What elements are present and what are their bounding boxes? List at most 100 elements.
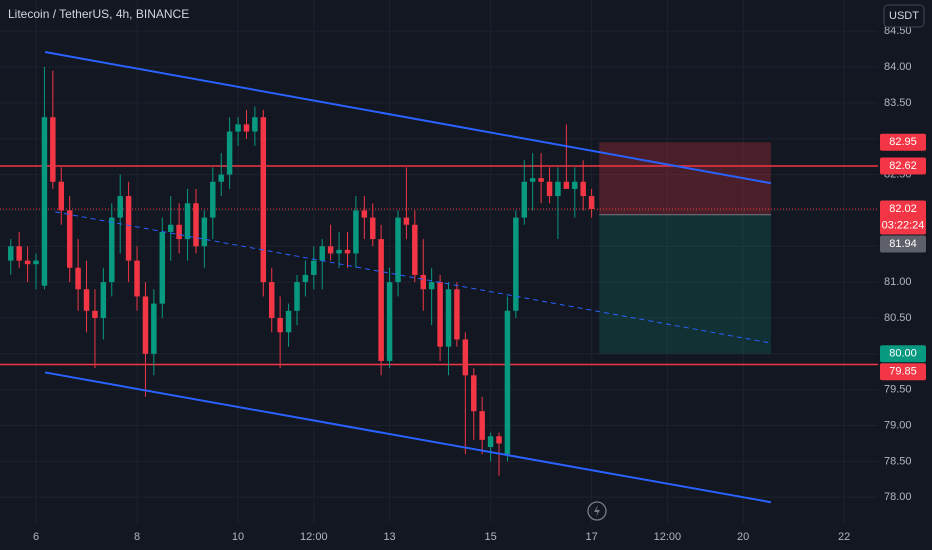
target-zone xyxy=(599,214,771,354)
y-tick-label: 79.00 xyxy=(884,419,912,431)
candle-body xyxy=(395,217,401,283)
candle-body xyxy=(437,282,443,347)
candle-body xyxy=(159,231,166,304)
y-tick-label: 84.00 xyxy=(884,61,912,73)
candle-body xyxy=(420,274,427,290)
replay-icon-bolt xyxy=(594,505,600,517)
candle-body xyxy=(176,224,182,240)
candle-body xyxy=(588,196,595,209)
candle-body xyxy=(201,217,208,247)
candle-body xyxy=(487,436,494,448)
candle-body xyxy=(471,375,477,412)
candle-body xyxy=(83,289,90,311)
x-tick-label: 10 xyxy=(232,531,244,543)
candle-body xyxy=(311,260,317,275)
candle-body xyxy=(462,339,469,376)
candle-body xyxy=(386,282,393,361)
trend-line xyxy=(55,211,772,344)
candle-body xyxy=(260,117,267,283)
candle-body xyxy=(268,282,275,318)
currency-button[interactable] xyxy=(883,4,925,28)
candle-body xyxy=(370,217,376,240)
candle-body xyxy=(33,260,39,265)
candle-body xyxy=(336,249,342,254)
candle-body xyxy=(41,117,48,286)
chart-title: Litecoin / TetherUS, 4h, BINANCE xyxy=(8,7,189,21)
replay-icon[interactable] xyxy=(587,501,607,521)
candle-body xyxy=(243,124,250,132)
candle-body xyxy=(513,217,519,311)
price-tag-label: 81.94 xyxy=(889,238,917,250)
candle-body xyxy=(210,181,216,218)
candle-body xyxy=(327,246,334,254)
candle-body xyxy=(302,274,309,283)
candle-body xyxy=(142,296,149,354)
candle-body xyxy=(504,310,511,455)
price-tag-label: 80.00 xyxy=(889,348,917,360)
candle-body xyxy=(24,260,31,265)
candle-body xyxy=(252,117,258,132)
x-tick-label: 15 xyxy=(484,531,496,543)
candle-body xyxy=(403,217,410,225)
x-tick-label: 22 xyxy=(838,531,850,543)
price-tag-label: 82.95 xyxy=(889,136,917,148)
price-tag xyxy=(880,157,926,175)
y-tick-label: 83.50 xyxy=(884,97,912,109)
price-tag xyxy=(880,200,926,235)
candle-body xyxy=(412,224,418,275)
candle-body xyxy=(193,203,199,247)
candle-body xyxy=(344,249,351,254)
candle-body xyxy=(454,289,460,340)
candle-body xyxy=(529,178,536,182)
candle-body xyxy=(134,260,140,297)
x-tick-label: 17 xyxy=(585,531,597,543)
x-tick-label: 6 xyxy=(33,531,39,543)
candle-body xyxy=(428,282,435,290)
candle-body xyxy=(378,239,384,361)
candle-body xyxy=(235,124,241,132)
y-tick-label: 79.50 xyxy=(884,384,912,396)
candle-body xyxy=(546,181,553,197)
candle-body xyxy=(479,411,485,440)
price-tag xyxy=(880,235,926,253)
candle-body xyxy=(8,246,14,261)
candle-body xyxy=(151,303,157,354)
candle-body xyxy=(167,224,174,232)
currency[interactable]: USDT xyxy=(889,10,919,22)
candle-body xyxy=(184,203,191,240)
candle-body xyxy=(563,181,570,189)
price-tag-label: 82.02 xyxy=(889,203,917,215)
candle-body xyxy=(319,246,325,261)
candle-body xyxy=(521,181,528,218)
candle-body xyxy=(572,181,578,189)
y-tick-label: 80.50 xyxy=(884,312,912,324)
candle-body xyxy=(92,310,98,318)
countdown: 03:22:24 xyxy=(882,219,925,231)
trend-line xyxy=(44,50,772,185)
candle-body xyxy=(100,282,107,318)
candle-body xyxy=(16,246,22,261)
y-tick-label: 81.00 xyxy=(884,276,912,288)
candle-body xyxy=(226,131,233,175)
candle-body xyxy=(277,317,283,333)
x-tick-label: 12:00 xyxy=(654,531,682,543)
x-tick-label: 8 xyxy=(134,531,140,543)
candle-body xyxy=(353,210,359,254)
price-tag xyxy=(880,363,926,381)
candle-body xyxy=(218,174,224,182)
candle-body xyxy=(555,181,561,197)
x-tick-label: 13 xyxy=(383,531,395,543)
candle-body xyxy=(109,217,115,283)
candle-body xyxy=(117,196,123,218)
candle-body xyxy=(50,117,56,182)
candle-body xyxy=(294,282,300,311)
candle-body xyxy=(496,436,502,444)
x-tick-label: 12:00 xyxy=(300,531,328,543)
candle-body xyxy=(580,181,586,197)
candle-body xyxy=(58,181,65,211)
candle-body xyxy=(445,289,452,347)
price-tag xyxy=(880,345,926,363)
